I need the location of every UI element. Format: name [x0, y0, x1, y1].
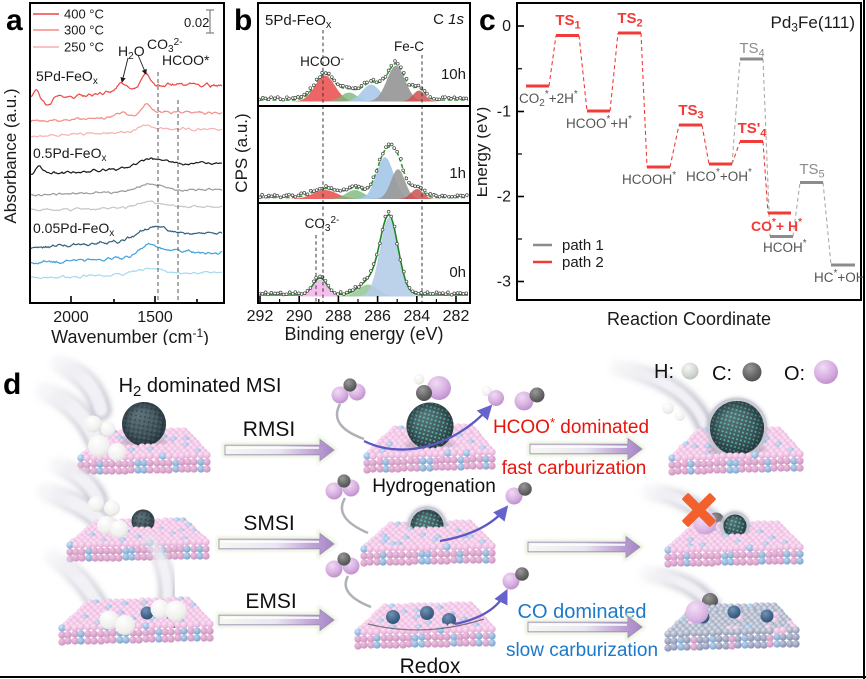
- svg-text:284: 284: [403, 308, 430, 325]
- svg-text:C:: C:: [712, 363, 732, 385]
- svg-text:292: 292: [247, 308, 274, 325]
- svg-text:-3: -3: [497, 274, 511, 291]
- svg-text:SMSI: SMSI: [243, 512, 294, 535]
- svg-text:1h: 1h: [449, 165, 466, 182]
- svg-text:H:: H:: [654, 361, 674, 383]
- svg-text:Hydrogenation: Hydrogenation: [372, 476, 496, 497]
- svg-text:-1: -1: [497, 104, 511, 121]
- svg-text:path 2: path 2: [562, 254, 604, 271]
- svg-text:1500: 1500: [137, 309, 173, 326]
- svg-text:Binding energy (eV): Binding energy (eV): [284, 324, 443, 344]
- svg-text:5Pd-FeOx: 5Pd-FeOx: [265, 12, 332, 31]
- svg-text:EMSI: EMSI: [245, 590, 296, 613]
- svg-text:H2 dominated MSI: H2 dominated MSI: [119, 375, 282, 400]
- svg-text:CO dominated: CO dominated: [518, 601, 647, 623]
- svg-text:O:: O:: [784, 363, 805, 385]
- svg-text:0: 0: [502, 18, 511, 35]
- svg-text:CO32-: CO32-: [305, 215, 340, 234]
- svg-text:CO*+ H*: CO*+ H*: [751, 217, 802, 234]
- svg-text:HCOO*: HCOO*: [162, 52, 210, 68]
- svg-text:250 °C: 250 °C: [64, 40, 104, 55]
- svg-text:288: 288: [325, 308, 352, 325]
- svg-text:C 1s: C 1s: [433, 11, 464, 28]
- svg-text:Wavenumber (cm-1): Wavenumber (cm-1): [51, 326, 209, 345]
- svg-text:Pd3Fe(111): Pd3Fe(111): [771, 13, 856, 35]
- svg-text:10h: 10h: [441, 66, 466, 83]
- svg-text:286: 286: [364, 308, 391, 325]
- svg-text:TS5: TS5: [799, 161, 824, 181]
- svg-text:300 °C: 300 °C: [64, 23, 104, 38]
- svg-text:HCO*+OH*: HCO*+OH*: [686, 167, 752, 184]
- svg-text:TS1: TS1: [555, 12, 580, 32]
- svg-text:0.02: 0.02: [184, 15, 209, 30]
- svg-text:400 °C: 400 °C: [64, 7, 104, 22]
- svg-text:290: 290: [286, 308, 313, 325]
- svg-text:TS2: TS2: [617, 10, 642, 30]
- svg-text:CPS (a.u.): CPS (a.u.): [232, 113, 251, 192]
- svg-text:fast carburization: fast carburization: [502, 458, 647, 479]
- svg-text:RMSI: RMSI: [243, 418, 296, 441]
- svg-text:d: d: [3, 368, 21, 401]
- svg-text:Redox: Redox: [400, 655, 461, 678]
- svg-text:Reaction Coordinate: Reaction Coordinate: [607, 309, 771, 329]
- svg-text:a: a: [6, 4, 23, 37]
- svg-text:HCOO-: HCOO-: [300, 54, 344, 69]
- svg-text:Absorbance (a.u.): Absorbance (a.u.): [1, 88, 20, 223]
- svg-text:TS4: TS4: [739, 40, 764, 60]
- svg-text:c: c: [479, 4, 496, 37]
- svg-text:HCOH*: HCOH*: [763, 238, 807, 255]
- svg-text:HCOO* dominated: HCOO* dominated: [493, 415, 649, 438]
- svg-text:5Pd-FeOx: 5Pd-FeOx: [36, 68, 98, 87]
- svg-text:b: b: [234, 4, 252, 37]
- svg-text:HCOOH*: HCOOH*: [622, 170, 676, 187]
- svg-text:H2O: H2O: [118, 43, 145, 62]
- svg-text:0.05Pd-FeOx: 0.05Pd-FeOx: [33, 220, 114, 239]
- svg-text:Fe-C: Fe-C: [394, 39, 424, 54]
- svg-text:282: 282: [443, 308, 470, 325]
- svg-text:2000: 2000: [53, 309, 89, 326]
- svg-text:HC*+OH*: HC*+OH*: [814, 268, 866, 285]
- svg-text:TS3: TS3: [678, 102, 703, 122]
- svg-text:CO2*+2H*: CO2*+2H*: [519, 89, 578, 109]
- svg-text:0h: 0h: [449, 264, 466, 281]
- svg-text:slow carburization: slow carburization: [506, 640, 658, 661]
- svg-text:TS'4: TS'4: [738, 120, 768, 140]
- svg-text:-2: -2: [497, 189, 511, 206]
- svg-text:path 1: path 1: [562, 237, 604, 254]
- svg-text:HCOO*+H*: HCOO*+H*: [566, 114, 632, 131]
- svg-text:0.5Pd-FeOx: 0.5Pd-FeOx: [33, 145, 106, 164]
- svg-text:Energy (eV): Energy (eV): [477, 107, 491, 198]
